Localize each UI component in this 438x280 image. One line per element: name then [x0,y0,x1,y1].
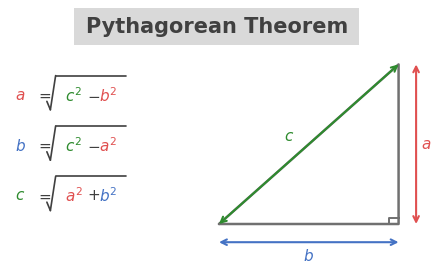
Text: $=$: $=$ [36,138,52,153]
Text: $a^2$: $a^2$ [99,136,117,155]
Text: $\mathit{a}$: $\mathit{a}$ [15,88,26,103]
Text: Pythagorean Theorem: Pythagorean Theorem [86,17,348,37]
Text: $-$: $-$ [87,88,100,103]
Text: $a^2$: $a^2$ [65,187,83,205]
Text: $b^2$: $b^2$ [99,187,117,205]
Text: $=$: $=$ [36,88,52,103]
FancyBboxPatch shape [74,8,359,45]
Text: $b^2$: $b^2$ [99,86,117,104]
Text: $\mathit{c}$: $\mathit{c}$ [284,129,294,144]
Text: $\mathit{b}$: $\mathit{b}$ [15,137,26,154]
Text: $=$: $=$ [36,188,52,204]
Text: $c^2$: $c^2$ [65,136,81,155]
Text: $+$: $+$ [87,188,100,204]
Text: $c^2$: $c^2$ [65,86,81,104]
Text: $\mathit{c}$: $\mathit{c}$ [15,188,25,204]
Text: $\mathit{b}$: $\mathit{b}$ [303,248,314,264]
Text: $\mathit{a}$: $\mathit{a}$ [420,137,431,152]
Text: $-$: $-$ [87,138,100,153]
